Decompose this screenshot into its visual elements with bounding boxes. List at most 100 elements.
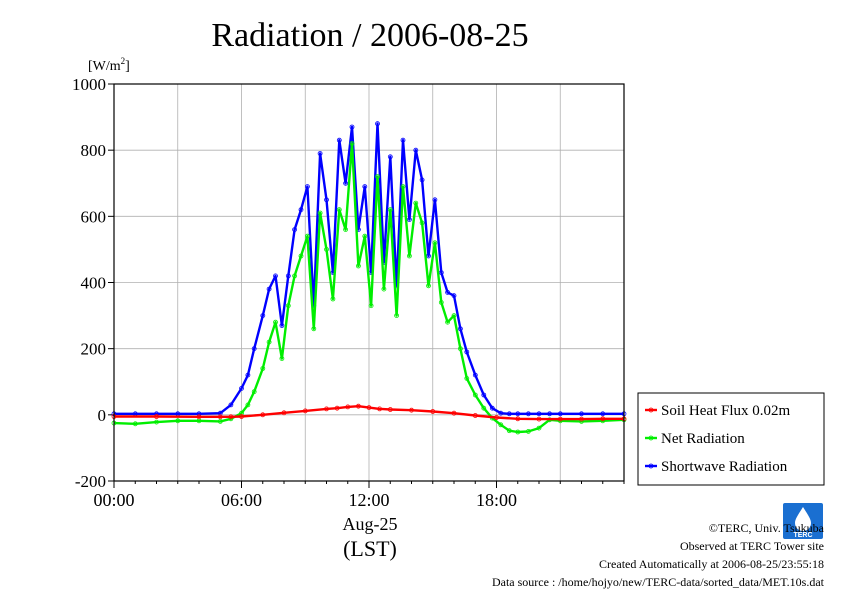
series-point-2: [445, 289, 451, 295]
terc-logo-text: TERC: [793, 532, 812, 539]
series-point-0: [451, 410, 457, 416]
series-point-0: [579, 416, 584, 422]
series-point-1: [481, 405, 487, 411]
series-point-1: [239, 410, 244, 416]
series-point-1: [381, 286, 387, 292]
series-point-2: [362, 184, 368, 190]
y-tick-label: -200: [75, 472, 106, 491]
y-tick-label: 0: [98, 406, 107, 425]
axis-ticks: -200 0 200 400 600 800 1000 00:00 06:00 12:00 18:0…: [72, 75, 625, 510]
terc-logo-drop: [795, 507, 811, 531]
series-point-2: [536, 411, 542, 417]
series-layer: [111, 121, 627, 435]
y-axis-label-main: [W/m: [88, 59, 121, 74]
series-point-2: [498, 410, 504, 416]
series-point-1: [406, 253, 412, 259]
x-tick-label: 00:00: [93, 490, 134, 510]
series-point-2: [406, 217, 412, 223]
series-point-2: [228, 402, 234, 408]
legend-marker: [648, 463, 654, 469]
series-point-1: [260, 366, 266, 371]
series-line-2: [114, 122, 624, 415]
series-point-0: [515, 416, 521, 422]
legend-label: Net Radiation: [661, 431, 745, 447]
series-point-1: [292, 273, 298, 279]
series-point-0: [377, 406, 383, 412]
series-point-2: [481, 392, 487, 398]
series-point-1: [132, 421, 138, 427]
series-point-1: [217, 418, 223, 424]
series-point-1: [515, 429, 521, 435]
series-point-2: [251, 346, 257, 352]
series-point-2: [375, 121, 380, 127]
series-point-1: [273, 319, 278, 325]
series-point-2: [451, 293, 457, 299]
y-tick-label: 600: [81, 207, 107, 226]
series-point-2: [292, 227, 298, 233]
legend-box: [637, 392, 825, 486]
y-tick-label: 1000: [72, 75, 106, 94]
y-tick-label: 400: [81, 274, 107, 293]
series-point-2: [324, 197, 329, 203]
series-point-0: [324, 406, 329, 412]
series-point-1: [426, 283, 431, 289]
credit-copyright: ©TERC, Univ. Tsukuba: [708, 521, 824, 535]
series-point-0: [154, 414, 159, 419]
series-point-0: [345, 404, 351, 410]
series-point-0: [355, 403, 361, 409]
series-point-1: [349, 141, 355, 147]
series-point-1: [304, 233, 310, 239]
legend-marker: [648, 407, 654, 413]
series-point-2: [515, 411, 521, 417]
series-point-2: [464, 349, 470, 355]
series-point-2: [217, 410, 223, 416]
series-point-1: [324, 246, 329, 252]
series-point-1: [279, 356, 285, 362]
series-point-1: [464, 375, 470, 381]
series-point-1: [368, 303, 374, 309]
series-point-0: [472, 413, 478, 418]
series-point-0: [600, 416, 606, 422]
terc-logo: TERC: [783, 503, 823, 539]
series-point-2: [279, 323, 285, 328]
series-point-2: [489, 405, 495, 411]
series-point-0: [366, 405, 372, 411]
series-point-2: [547, 411, 552, 417]
x-tick-label: 18:00: [476, 490, 517, 510]
series-point-2: [526, 411, 531, 417]
y-tick-label: 800: [81, 141, 107, 160]
series-point-1: [506, 428, 512, 434]
series-point-2: [557, 411, 563, 417]
legend-marker: [648, 435, 654, 441]
series-point-1: [317, 210, 323, 216]
series-point-2: [400, 137, 406, 143]
plot-frame: [113, 83, 625, 482]
series-point-2: [349, 124, 355, 130]
series-point-1: [362, 233, 368, 239]
series-point-0: [430, 409, 436, 414]
series-point-0: [302, 408, 308, 414]
x-tick-label: 12:00: [348, 490, 389, 510]
series-point-1: [387, 207, 393, 213]
series-point-1: [472, 392, 478, 398]
series-point-1: [536, 425, 542, 431]
series-point-2: [273, 273, 278, 279]
legend-label: Soil Heat Flux 0.02m: [661, 403, 791, 419]
x-axis-label: (LST): [343, 536, 397, 561]
y-axis-label-superscript: 2: [121, 56, 126, 66]
series-line-0: [114, 405, 624, 421]
series-point-2: [419, 177, 425, 183]
y-tick-label: 200: [81, 340, 107, 359]
series-point-0: [239, 414, 244, 419]
series-point-1: [266, 339, 272, 345]
series-point-2: [317, 151, 323, 156]
series-point-2: [266, 286, 272, 292]
series-point-0: [228, 414, 234, 420]
credit-created: Created Automatically at 2006-08-25/23:5…: [599, 557, 824, 571]
series-point-0: [409, 407, 414, 413]
series-point-1: [413, 200, 419, 206]
series-point-2: [579, 411, 584, 417]
series-point-1: [311, 326, 317, 332]
series-point-0: [217, 414, 223, 420]
